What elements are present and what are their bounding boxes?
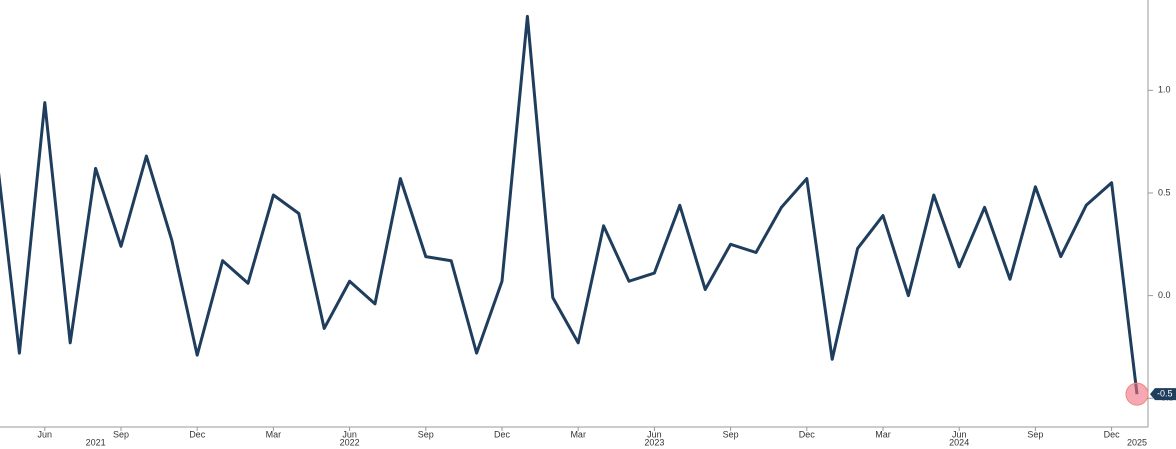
x-tick-label: Mar: [570, 429, 586, 439]
x-tick-label: Jun: [647, 429, 662, 439]
x-tick-label: Dec: [189, 429, 206, 439]
x-tick-label: Sep: [723, 429, 739, 439]
last-point-marker: [1125, 382, 1149, 406]
value-tag: [1150, 388, 1176, 401]
x-tick-label: Dec: [494, 429, 511, 439]
plot-area: [0, 14, 1139, 395]
year-label: 2023: [644, 437, 664, 447]
y-tick-label: 0.0: [1158, 290, 1171, 300]
y-tick-label: 1.0: [1158, 85, 1171, 95]
year-label: 2021: [86, 437, 106, 447]
x-tick-label: Jun: [38, 429, 53, 439]
x-tick-label: Sep: [418, 429, 434, 439]
x-tick-label: Sep: [1027, 429, 1043, 439]
x-tick-label: Mar: [266, 429, 282, 439]
value-tag-label: -0.5: [1157, 389, 1173, 399]
line-series: [0, 14, 1139, 395]
x-tick-label: Jun: [952, 429, 967, 439]
y-tick-label: 0.5: [1158, 187, 1171, 197]
year-label: 2024: [949, 437, 969, 447]
x-tick-label: Mar: [875, 429, 891, 439]
year-label: 2025: [1127, 437, 1147, 447]
x-tick-label: Dec: [1104, 429, 1121, 439]
year-label: 2022: [340, 437, 360, 447]
x-tick-label: Sep: [113, 429, 129, 439]
x-tick-label: Jun: [342, 429, 357, 439]
x-tick-label: Dec: [799, 429, 816, 439]
